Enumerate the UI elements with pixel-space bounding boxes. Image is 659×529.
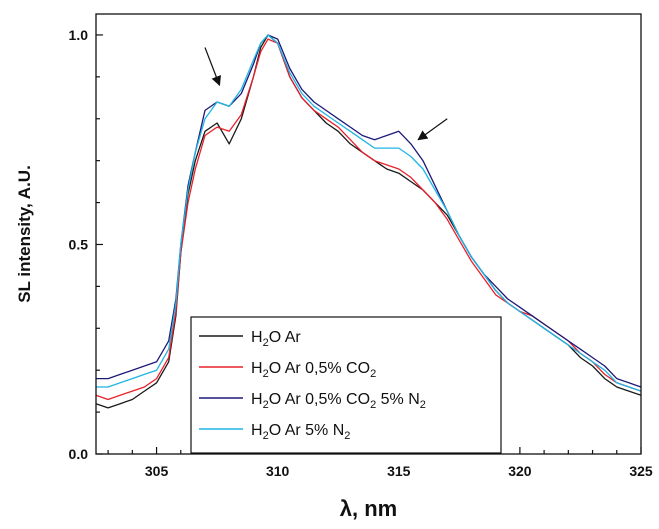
x-tick-label: 310 — [266, 463, 290, 479]
y-tick-label: 0.0 — [69, 446, 89, 462]
x-tick-label: 320 — [508, 463, 532, 479]
legend-label: H2​O Ar 0,5% CO2​ 5% N2​ — [251, 391, 426, 411]
legend-label: H2​O Ar — [251, 329, 301, 349]
x-tick-label: 305 — [145, 463, 169, 479]
series-line-4 — [96, 34, 642, 392]
y-tick-label: 1.0 — [69, 27, 89, 43]
y-tick-label: 0.5 — [69, 236, 89, 252]
annotations — [204, 47, 448, 141]
x-tick-label: 325 — [629, 463, 653, 479]
plot-frame — [95, 13, 642, 455]
y-axis-title: SL intensity, A.U. — [15, 165, 34, 303]
annotation-arrow-2 — [417, 118, 448, 141]
legend: H2​O Ar H2​O Ar 0,5% CO2​ H2​O Ar 0,5% CO2… — [190, 316, 502, 454]
legend-label: H2​O Ar 0,5% CO2​ — [251, 360, 376, 380]
plot-lines — [95, 34, 642, 409]
legend-label: H2​O Ar 5% N2​ — [251, 422, 350, 442]
x-axis-title: λ, nm — [340, 496, 397, 521]
annotation-arrow-1 — [204, 47, 221, 87]
x-tick-label: 315 — [387, 463, 411, 479]
legend-box — [190, 316, 502, 454]
y-axis: 0.0 0.5 1.0 — [69, 27, 103, 462]
